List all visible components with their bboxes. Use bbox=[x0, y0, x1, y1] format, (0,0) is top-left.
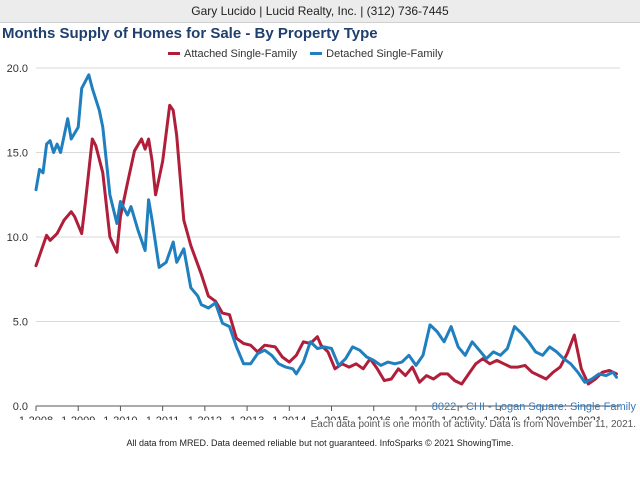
x-tick-label: 1-2018 bbox=[441, 415, 475, 420]
chart-plot: 0.0 5.0 10.0 15.0 20.0 1-2008 1-2009 1-2010 1-20… bbox=[7, 63, 620, 420]
x-tick-label: 1-2008 bbox=[19, 415, 53, 420]
y-tick-label: 15.0 bbox=[7, 148, 28, 160]
data-note: Each data point is one month of activity… bbox=[310, 419, 636, 430]
chart-title: Months Supply of Homes for Sale - By Pro… bbox=[2, 25, 378, 42]
legend-swatch-attached bbox=[168, 52, 180, 55]
x-tick-label: 1-2014 bbox=[272, 415, 306, 420]
legend-swatch-detached bbox=[310, 52, 323, 55]
legend-item-detached[interactable]: Detached Single-Family bbox=[310, 48, 443, 60]
x-tick-label: 1-2021 bbox=[568, 415, 602, 420]
chart-legend: Attached Single-Family Detached Single-F… bbox=[168, 46, 453, 60]
x-tick-label: 1-2019 bbox=[483, 415, 517, 420]
x-tick-label: 1-2017 bbox=[399, 415, 433, 420]
legend-item-attached[interactable]: Attached Single-Family bbox=[168, 48, 297, 60]
y-tick-label: 5.0 bbox=[13, 317, 28, 329]
x-tick-label: 1-2012 bbox=[188, 415, 222, 420]
legend-label-detached: Detached Single-Family bbox=[326, 47, 443, 60]
area-label: 8022 - CHI - Logan Square: Single Family bbox=[431, 401, 636, 413]
legend-label-attached: Attached Single-Family bbox=[184, 47, 298, 60]
series-line-attached bbox=[34, 103, 618, 386]
y-tick-label: 10.0 bbox=[7, 232, 28, 244]
x-tick-label: 1-2013 bbox=[230, 415, 264, 420]
disclaimer: All data from MRED. Data deemed reliable… bbox=[126, 438, 514, 448]
x-tick-label: 1-2016 bbox=[357, 415, 391, 420]
agent-contact-bar: Gary Lucido | Lucid Realty, Inc. | (312)… bbox=[0, 0, 640, 23]
series-line-detached bbox=[34, 73, 618, 384]
x-tick-label: 1-2011 bbox=[146, 415, 179, 420]
x-tick-label: 1-2009 bbox=[61, 415, 95, 420]
x-tick-label: 1-2020 bbox=[525, 415, 559, 420]
x-tick-label: 1-2010 bbox=[103, 415, 137, 420]
y-tick-label: 0.0 bbox=[13, 401, 28, 413]
y-tick-label: 20.0 bbox=[7, 63, 28, 75]
agent-contact-text: Gary Lucido | Lucid Realty, Inc. | (312)… bbox=[191, 4, 449, 18]
x-tick-label: 1-2015 bbox=[314, 415, 348, 420]
